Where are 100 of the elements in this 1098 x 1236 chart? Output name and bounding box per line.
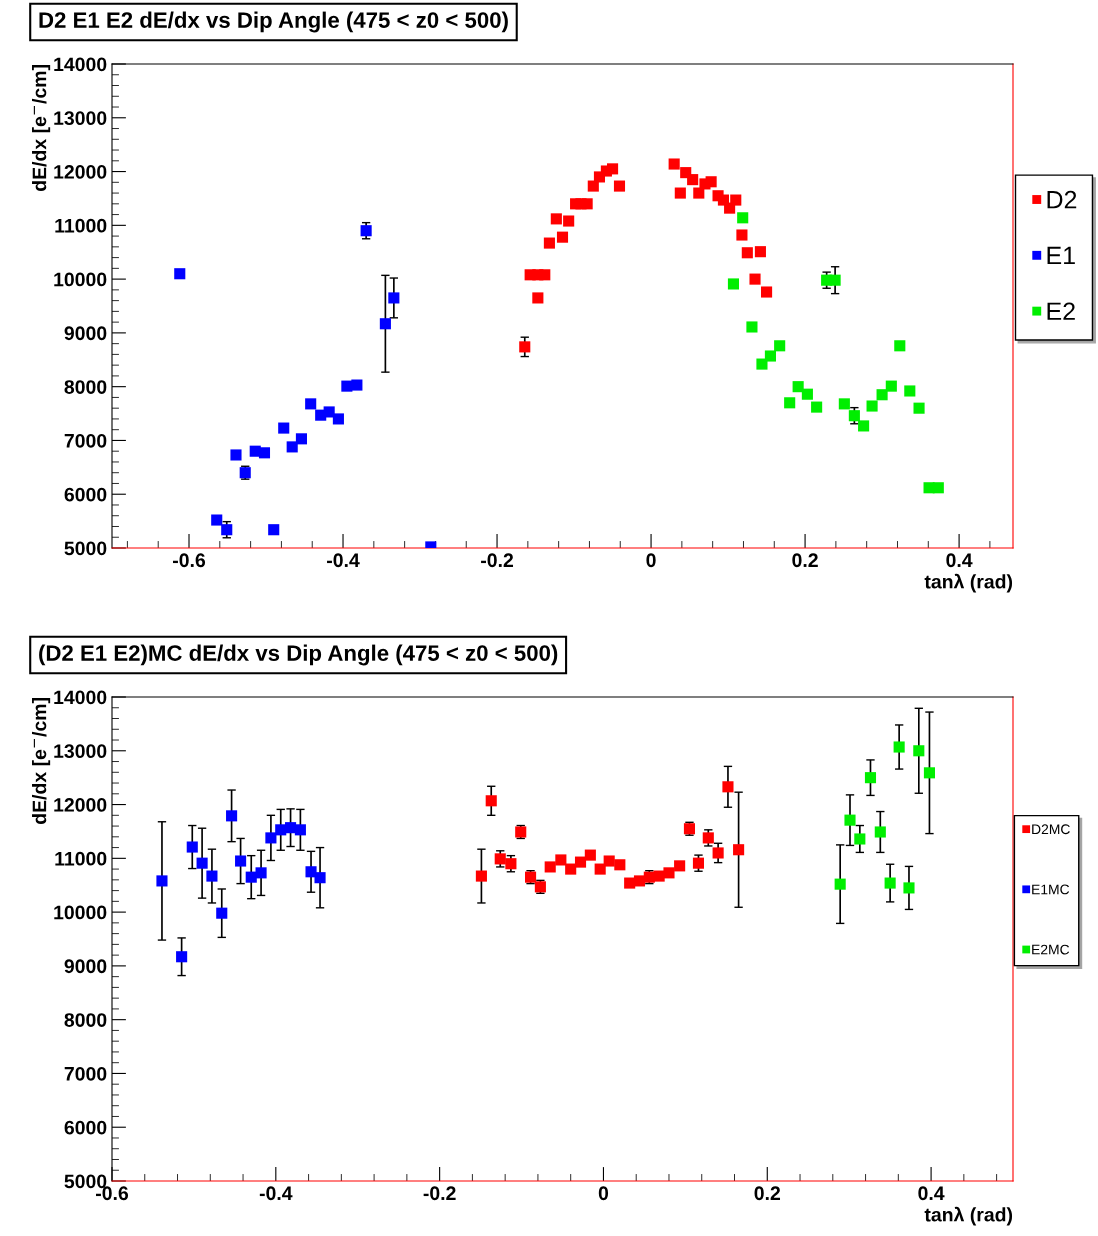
point bbox=[544, 861, 556, 873]
point bbox=[475, 870, 487, 882]
point bbox=[848, 410, 860, 422]
y-axis-title: dE/dx [e$^{−}$/cm] bbox=[32, 698, 51, 824]
point bbox=[624, 877, 636, 889]
point bbox=[913, 402, 925, 414]
legend-label: E2 bbox=[1047, 302, 1075, 320]
point bbox=[581, 198, 593, 210]
point bbox=[294, 824, 306, 836]
point bbox=[774, 340, 786, 352]
y-tick-label: 12000 bbox=[54, 165, 107, 179]
x-tick-label: 0.4 bbox=[946, 553, 973, 568]
point bbox=[555, 854, 567, 866]
point bbox=[235, 855, 247, 867]
point bbox=[574, 856, 587, 868]
point bbox=[221, 524, 233, 536]
point bbox=[156, 875, 168, 887]
y-tick-label: 13000 bbox=[54, 744, 107, 759]
point bbox=[746, 321, 758, 333]
legend-label: E1 bbox=[1047, 246, 1075, 265]
point bbox=[587, 180, 599, 192]
y-tick-label: 8000 bbox=[64, 380, 107, 394]
point bbox=[360, 225, 372, 237]
point bbox=[829, 274, 841, 286]
y-tick-label: 11000 bbox=[55, 851, 107, 866]
point bbox=[893, 741, 905, 753]
x-tick-label: 0.4 bbox=[918, 1186, 945, 1201]
point bbox=[255, 867, 267, 879]
point bbox=[885, 380, 897, 392]
x-tick-label: 0.2 bbox=[754, 1186, 781, 1201]
point bbox=[674, 860, 686, 872]
point bbox=[874, 826, 886, 838]
point bbox=[186, 841, 198, 853]
point bbox=[285, 822, 297, 834]
point bbox=[741, 247, 753, 259]
point bbox=[692, 857, 705, 869]
x-tick-label: 0 bbox=[646, 553, 656, 568]
point bbox=[539, 269, 551, 281]
y-tick-label: 10000 bbox=[54, 905, 107, 920]
point bbox=[687, 174, 699, 186]
point bbox=[556, 231, 569, 243]
point bbox=[730, 194, 742, 206]
y-tick-label: 10000 bbox=[54, 272, 107, 287]
y-tick-label: 14000 bbox=[54, 57, 107, 72]
point bbox=[834, 878, 846, 890]
point bbox=[674, 187, 686, 199]
point bbox=[866, 400, 878, 412]
point bbox=[811, 401, 823, 413]
point bbox=[216, 907, 228, 919]
y-tick-label: 7000 bbox=[64, 433, 107, 448]
point bbox=[176, 951, 188, 963]
x-tick-label: 0 bbox=[598, 1186, 609, 1201]
x-tick-label: -0.2 bbox=[481, 553, 514, 568]
point bbox=[932, 482, 944, 494]
point bbox=[305, 398, 317, 410]
point bbox=[494, 853, 506, 865]
point bbox=[206, 870, 218, 882]
x-axis-title: tanλ (rad) bbox=[924, 573, 1013, 593]
point bbox=[913, 745, 925, 757]
point bbox=[668, 158, 680, 170]
point bbox=[543, 237, 555, 249]
point bbox=[904, 385, 916, 397]
point bbox=[844, 814, 856, 826]
chart-title: D2 E1 E2 dE/dx vs Dip Angle (475 < z0 < 500) bbox=[39, 11, 508, 33]
point bbox=[749, 273, 761, 285]
point bbox=[532, 292, 544, 304]
point bbox=[784, 397, 796, 409]
y-tick-label: 9000 bbox=[64, 326, 107, 341]
x-axis-title: tanλ (rad) bbox=[924, 1206, 1013, 1226]
point bbox=[614, 859, 626, 871]
x-tick-label: -0.4 bbox=[327, 553, 360, 568]
x-tick-label: 0.2 bbox=[792, 553, 818, 568]
point bbox=[736, 229, 748, 241]
x-tick-label: -0.4 bbox=[259, 1186, 293, 1201]
point bbox=[876, 389, 888, 401]
legend-label: E2MC bbox=[1032, 944, 1070, 955]
point bbox=[275, 824, 287, 836]
point bbox=[485, 795, 497, 807]
point bbox=[722, 781, 734, 793]
point bbox=[884, 877, 896, 889]
point bbox=[756, 358, 768, 370]
point bbox=[727, 278, 740, 290]
point bbox=[761, 286, 773, 298]
point bbox=[323, 406, 335, 418]
point bbox=[693, 187, 705, 199]
point bbox=[801, 388, 813, 400]
point bbox=[379, 318, 391, 330]
point bbox=[278, 422, 290, 434]
point bbox=[594, 863, 606, 875]
x-tick-label: -0.2 bbox=[423, 1186, 456, 1201]
y-tick-label: 13000 bbox=[54, 111, 107, 126]
point bbox=[705, 176, 717, 188]
point bbox=[519, 341, 531, 353]
y-tick-label: 11000 bbox=[55, 218, 107, 233]
point bbox=[388, 292, 400, 304]
point bbox=[864, 772, 877, 784]
point bbox=[894, 340, 906, 352]
legend-label: D2MC bbox=[1032, 824, 1070, 835]
x-tick-label: -0.6 bbox=[173, 553, 206, 568]
point bbox=[603, 855, 615, 867]
